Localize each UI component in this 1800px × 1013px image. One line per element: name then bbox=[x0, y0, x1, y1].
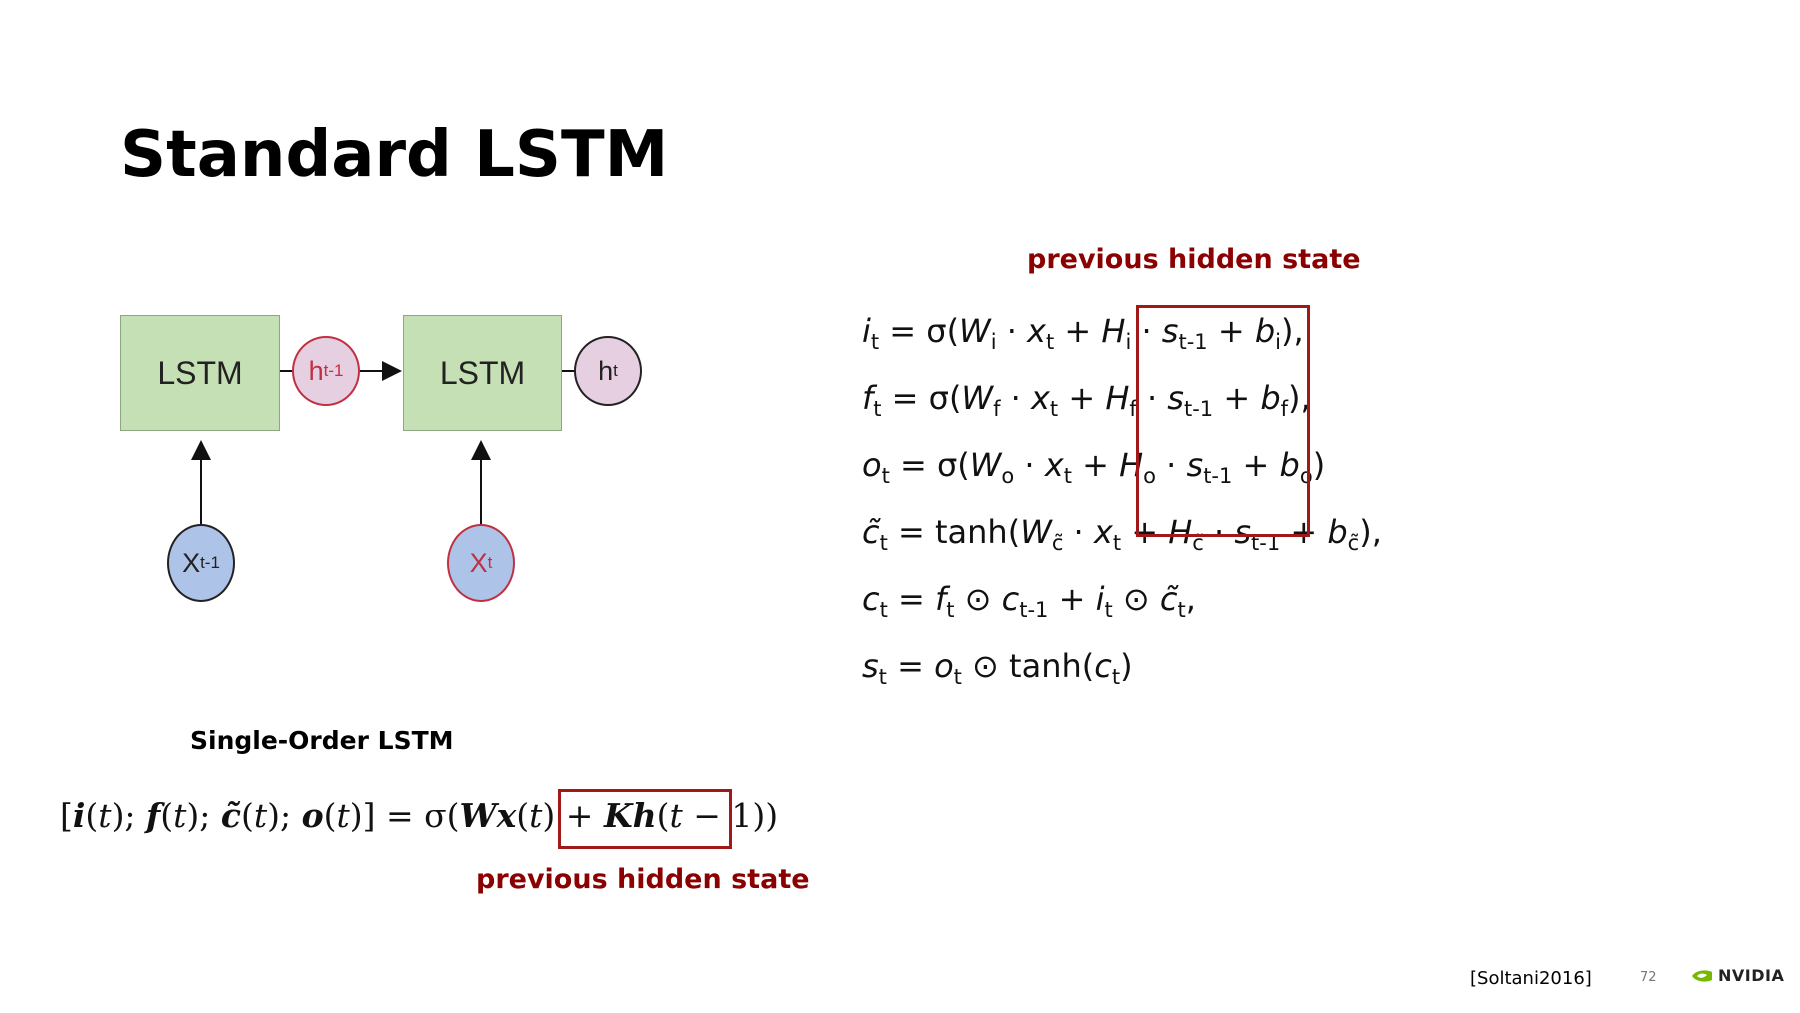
equation-candidate-cell: c̃t = tanh(Wc̃ · xt + Hc̃ · st-1 + bc̃), bbox=[862, 513, 1382, 555]
h-t-sub: t bbox=[613, 361, 618, 380]
h-prev-node: h t-1 bbox=[292, 336, 360, 406]
equation-cell-state: ct = ft ⊙ ct-1 + it ⊙ c̃t, bbox=[862, 580, 1196, 622]
slide-title: Standard LSTM bbox=[120, 118, 669, 192]
nvidia-logo: NVIDIA bbox=[1690, 966, 1784, 985]
x-t-base: X bbox=[469, 547, 488, 578]
equation-hidden-state: st = ot ⊙ tanh(ct) bbox=[862, 647, 1133, 689]
h-t-base: h bbox=[598, 355, 614, 386]
equation-output-gate: ot = σ(Wo · xt + Ho · st-1 + bo) bbox=[862, 446, 1326, 488]
lstm-diagram-arrows bbox=[191, 361, 574, 524]
h-prev-base: h bbox=[308, 355, 324, 386]
single-order-equation: [i(t); f(t); c̃(t); o(t)] = σ(Wx(t) + Kh… bbox=[60, 796, 779, 835]
single-order-highlight-box bbox=[558, 789, 732, 849]
h-prev-sub: t-1 bbox=[323, 361, 344, 380]
equation-forget-gate: ft = σ(Wf · xt + Hf · st-1 + bf), bbox=[862, 379, 1311, 421]
bottom-previous-hidden-state-label: previous hidden state bbox=[476, 864, 810, 895]
lstm-box-prev: LSTM bbox=[120, 315, 280, 431]
top-previous-hidden-state-label: previous hidden state bbox=[1027, 244, 1361, 275]
x-prev-base: X bbox=[182, 547, 201, 578]
logo-text: NVIDIA bbox=[1718, 966, 1785, 985]
lstm-equations: it = σ(Wi · xt + Hi · st-1 + bi), ft = σ… bbox=[862, 303, 1382, 705]
lstm-box-current: LSTM bbox=[403, 315, 562, 431]
equation-input-gate: it = σ(Wi · xt + Hi · st-1 + bi), bbox=[862, 312, 1304, 354]
equations-highlight-box bbox=[1136, 305, 1310, 537]
page-number: 72 bbox=[1640, 970, 1657, 985]
nvidia-eye-icon bbox=[1692, 969, 1712, 982]
x-t-sub: t bbox=[487, 553, 493, 572]
single-order-title: Single-Order LSTM bbox=[190, 726, 454, 755]
x-prev-sub: t-1 bbox=[200, 553, 220, 572]
reference-citation: [Soltani2016] bbox=[1470, 968, 1592, 989]
